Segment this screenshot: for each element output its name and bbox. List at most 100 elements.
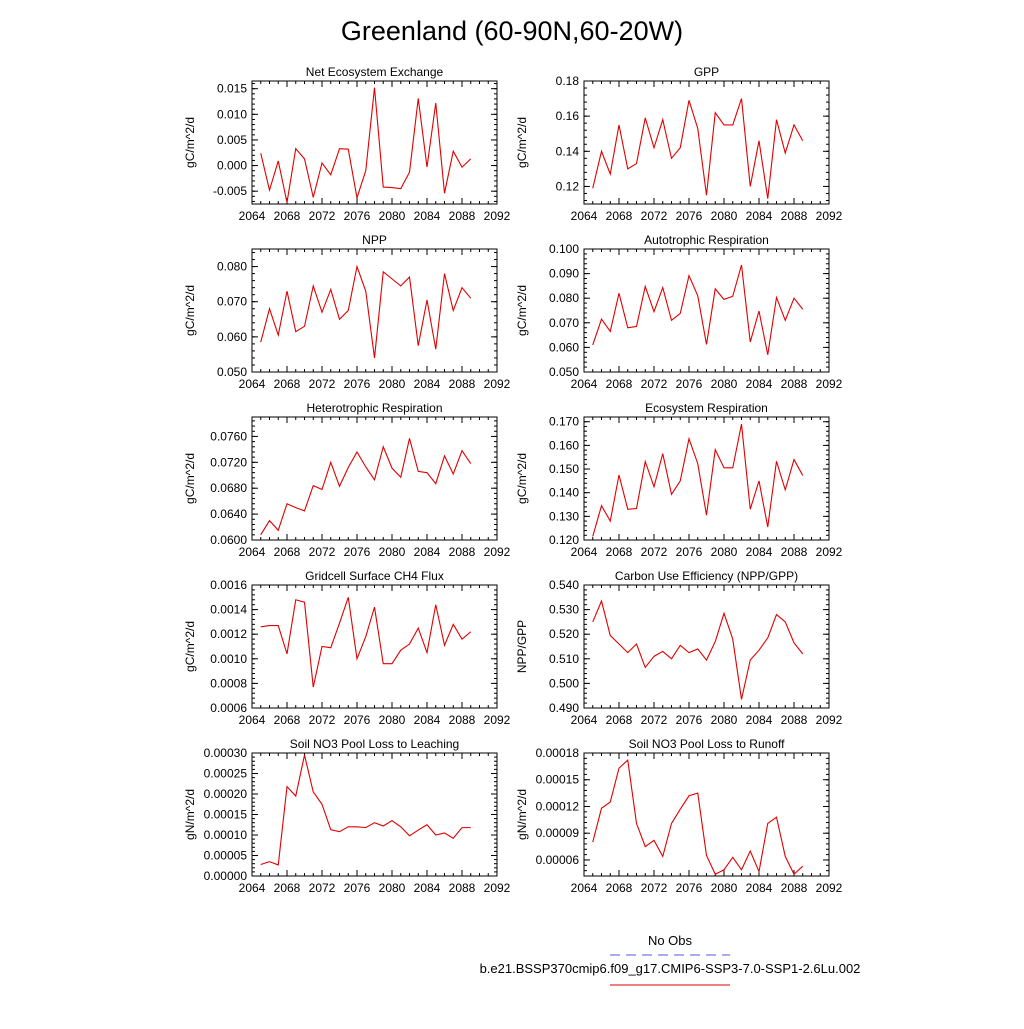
y-tick-label: 0.00006 bbox=[536, 853, 580, 867]
series-line bbox=[592, 264, 804, 355]
x-tick-label: 2068 bbox=[274, 545, 301, 559]
y-tick-label: 0.00010 bbox=[204, 828, 248, 842]
panel-title: Carbon Use Efficiency (NPP/GPP) bbox=[615, 569, 798, 583]
x-tick-label: 2080 bbox=[379, 377, 406, 391]
y-tick-label: 0.160 bbox=[549, 438, 579, 452]
y-tick-label: 0.100 bbox=[549, 242, 579, 256]
x-tick-label: 2092 bbox=[816, 713, 843, 727]
panel-carbon-use-efficiency-npp-gpp: Carbon Use Efficiency (NPP/GPP) NPP/GPP 0.… bbox=[515, 569, 843, 727]
x-tick-label: 2092 bbox=[484, 377, 511, 391]
legend-obs-label: No Obs bbox=[648, 933, 693, 948]
x-tick-label: 2084 bbox=[414, 209, 441, 223]
y-tick-label: 0.0600 bbox=[210, 533, 247, 547]
y-tick-label: 0.010 bbox=[217, 107, 247, 121]
x-tick-label: 2080 bbox=[379, 545, 406, 559]
y-tick-label: 0.00009 bbox=[536, 826, 580, 840]
x-tick-label: 2088 bbox=[781, 209, 808, 223]
y-tick-label: 0.060 bbox=[217, 330, 247, 344]
y-tick-label: 0.005 bbox=[217, 133, 247, 147]
y-tick-label: 0.050 bbox=[549, 365, 579, 379]
x-tick-label: 2084 bbox=[746, 377, 773, 391]
x-tick-label: 2064 bbox=[571, 209, 598, 223]
x-tick-label: 2068 bbox=[606, 713, 633, 727]
panel-title: Soil NO3 Pool Loss to Leaching bbox=[290, 737, 459, 751]
series-line bbox=[260, 754, 471, 866]
series-line bbox=[592, 423, 804, 537]
x-tick-label: 2088 bbox=[449, 713, 476, 727]
y-tick-label: 0.00020 bbox=[204, 787, 248, 801]
x-tick-label: 2076 bbox=[676, 881, 703, 895]
y-tick-label: 0.0720 bbox=[210, 455, 247, 469]
x-tick-label: 2092 bbox=[816, 545, 843, 559]
x-tick-label: 2080 bbox=[711, 881, 738, 895]
y-tick-label: -0.005 bbox=[213, 184, 247, 198]
y-tick-label: 0.00015 bbox=[204, 808, 248, 822]
series-line bbox=[592, 98, 804, 199]
y-tick-label: 0.000 bbox=[217, 159, 247, 173]
x-tick-label: 2092 bbox=[484, 881, 511, 895]
x-tick-label: 2072 bbox=[309, 545, 336, 559]
panel-title: Soil NO3 Pool Loss to Runoff bbox=[629, 737, 786, 751]
x-tick-label: 2092 bbox=[816, 377, 843, 391]
y-tick-label: 0.00025 bbox=[204, 767, 248, 781]
y-axis-label: gN/m^2/d bbox=[183, 789, 197, 840]
y-tick-label: 0.0640 bbox=[210, 507, 247, 521]
y-tick-label: 0.0010 bbox=[210, 652, 247, 666]
y-tick-label: 0.530 bbox=[549, 603, 579, 617]
plot-frame bbox=[251, 80, 498, 205]
y-axis-label: gC/m^2/d bbox=[183, 453, 197, 504]
x-tick-label: 2076 bbox=[676, 713, 703, 727]
y-tick-label: 0.0014 bbox=[210, 603, 247, 617]
x-tick-label: 2064 bbox=[239, 881, 266, 895]
x-tick-label: 2084 bbox=[414, 545, 441, 559]
x-tick-label: 2080 bbox=[711, 713, 738, 727]
y-axis-label: gC/m^2/d bbox=[515, 453, 529, 504]
panel-ecosystem-respiration: Ecosystem Respiration gC/m^2/d 0.120 0.130 0… bbox=[515, 401, 843, 559]
x-tick-label: 2072 bbox=[641, 377, 668, 391]
y-axis-label: gN/m^2/d bbox=[515, 789, 529, 840]
x-tick-label: 2092 bbox=[484, 209, 511, 223]
x-tick-label: 2092 bbox=[816, 209, 843, 223]
y-tick-label: 0.00005 bbox=[204, 849, 248, 863]
y-tick-label: 0.120 bbox=[549, 533, 579, 547]
panel-title: Gridcell Surface CH4 Flux bbox=[305, 569, 444, 583]
x-tick-label: 2080 bbox=[379, 713, 406, 727]
panel-gpp: GPP gC/m^2/d 0.12 0.14 0.16 0.18 2064 2068 2072 2… bbox=[515, 65, 843, 223]
series-line bbox=[260, 264, 472, 359]
y-axis-label: gC/m^2/d bbox=[515, 285, 529, 336]
panel-autotrophic-respiration: Autotrophic Respiration gC/m^2/d 0.050 0.06… bbox=[515, 233, 843, 391]
panel-title: Ecosystem Respiration bbox=[645, 401, 768, 415]
x-tick-label: 2076 bbox=[676, 545, 703, 559]
x-tick-label: 2068 bbox=[274, 377, 301, 391]
x-tick-label: 2084 bbox=[746, 209, 773, 223]
y-tick-label: 0.00000 bbox=[204, 869, 248, 883]
x-tick-label: 2076 bbox=[344, 377, 371, 391]
y-tick-label: 0.0008 bbox=[210, 676, 247, 690]
y-tick-label: 0.500 bbox=[549, 676, 579, 690]
x-tick-label: 2076 bbox=[676, 209, 703, 223]
series-line bbox=[592, 599, 804, 700]
x-tick-label: 2088 bbox=[449, 377, 476, 391]
x-tick-label: 2080 bbox=[711, 209, 738, 223]
x-tick-label: 2064 bbox=[239, 713, 266, 727]
x-tick-label: 2064 bbox=[571, 881, 598, 895]
y-tick-label: 0.510 bbox=[549, 652, 579, 666]
y-tick-label: 0.18 bbox=[556, 74, 580, 88]
y-tick-label: 0.050 bbox=[217, 365, 247, 379]
panel-title: Autotrophic Respiration bbox=[644, 233, 769, 247]
y-tick-label: 0.130 bbox=[549, 509, 579, 523]
y-tick-label: 0.00015 bbox=[536, 773, 580, 787]
x-tick-label: 2064 bbox=[571, 713, 598, 727]
x-tick-label: 2080 bbox=[711, 545, 738, 559]
y-tick-label: 0.0680 bbox=[210, 481, 247, 495]
x-tick-label: 2068 bbox=[606, 377, 633, 391]
plot-frame bbox=[583, 248, 830, 373]
x-tick-label: 2092 bbox=[816, 881, 843, 895]
x-tick-label: 2084 bbox=[746, 545, 773, 559]
x-tick-label: 2072 bbox=[641, 881, 668, 895]
x-tick-label: 2084 bbox=[414, 881, 441, 895]
x-tick-label: 2080 bbox=[711, 377, 738, 391]
y-tick-label: 0.540 bbox=[549, 578, 579, 592]
y-tick-label: 0.00012 bbox=[536, 799, 580, 813]
